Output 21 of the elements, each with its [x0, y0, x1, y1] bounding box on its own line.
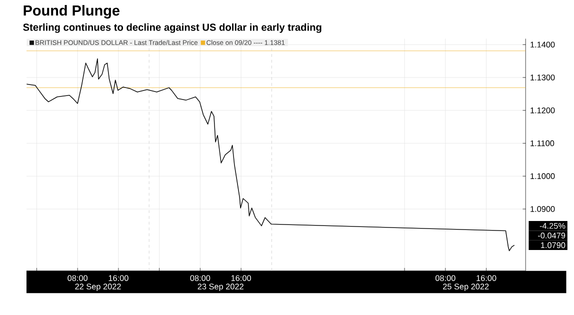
y-tick-label: 1.1400	[530, 42, 555, 48]
x-tick-label: 16:00	[108, 275, 128, 281]
chart-title: Pound Plunge	[24, 4, 120, 18]
x-tick-label: 08:00	[190, 275, 210, 281]
text: -0.0479	[538, 232, 566, 238]
text: -4.25%	[540, 222, 566, 229]
text: 22 Sep 2022	[75, 283, 121, 291]
x-tick-label: 16:00	[231, 275, 251, 281]
text: 25 Sep 2022	[443, 283, 489, 291]
y-tick-label: 1.0900	[530, 206, 555, 212]
text: 23 Sep 2022	[198, 283, 244, 291]
x-tick-label: 08:00	[68, 275, 88, 281]
text: 1.0790	[541, 242, 566, 248]
y-tick-label: 1.1300	[530, 74, 555, 80]
y-tick-label: 1.1100	[530, 140, 554, 146]
y-tick-label: 1.1200	[530, 107, 555, 114]
x-tick-label: 16:00	[476, 275, 496, 281]
chart-subtitle: Sterling continues to decline against US dollar in early trading	[23, 23, 322, 33]
line-series	[26, 58, 515, 251]
x-tick-label: 08:00	[435, 275, 456, 281]
y-tick-label: 1.1000	[530, 173, 555, 179]
